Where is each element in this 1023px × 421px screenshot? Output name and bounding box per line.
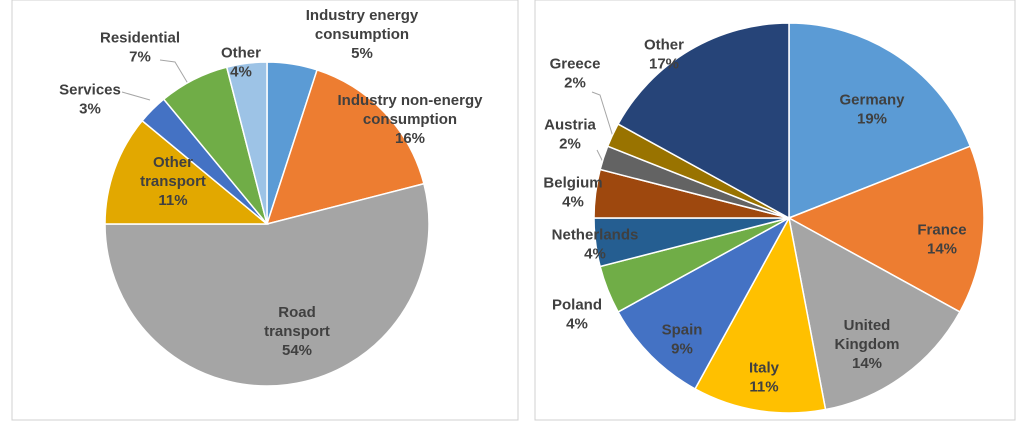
pie-slice — [617, 216, 791, 390]
pie-slice — [787, 145, 985, 313]
slice-value-label: 11% — [749, 378, 778, 395]
slice-label: Other transport — [140, 154, 206, 190]
slice-value-label: 3% — [79, 100, 101, 117]
slice-value-label: 5% — [351, 45, 373, 62]
label-line: Poland — [552, 296, 602, 313]
label-line: consumption — [315, 26, 409, 43]
leader-line — [121, 91, 151, 101]
slice-label: Industry energy consumption — [306, 7, 419, 43]
slice-value-label: 4% — [584, 245, 606, 262]
label-line: Belgium — [543, 174, 602, 191]
slice-label: Road transport — [264, 304, 330, 340]
label-line: France — [917, 221, 966, 238]
slice-label: Spain — [662, 321, 703, 338]
slice-value-label: 2% — [564, 74, 586, 91]
label-line: Other — [153, 154, 193, 171]
pie-slice — [104, 182, 430, 387]
slice-value-label: 16% — [395, 130, 425, 147]
label-line: Greece — [550, 55, 601, 72]
label-line: Road — [278, 304, 316, 321]
slice-label: United Kingdom — [835, 317, 900, 353]
left-frame — [11, 0, 519, 421]
pie-slice — [225, 61, 268, 225]
label-line: Netherlands — [552, 226, 639, 243]
pie-slice — [265, 68, 425, 226]
slice-label: Italy — [749, 359, 780, 376]
slice-label: Residential — [100, 29, 180, 46]
slice-value-label: 4% — [566, 315, 588, 332]
slice-label: Greece — [550, 55, 601, 72]
slice-value-label: 9% — [671, 340, 693, 357]
slice-value-label: 2% — [559, 135, 581, 152]
label-line: Residential — [100, 29, 180, 46]
label-line: Spain — [662, 321, 703, 338]
slice-value-label: 14% — [852, 355, 882, 372]
slice-label: Services — [59, 81, 121, 98]
slice-value-label: 14% — [927, 240, 957, 257]
slice-label: Industry non-energy consumption — [337, 92, 483, 128]
slice-label: Other — [644, 36, 684, 53]
slice-label: Belgium — [543, 174, 602, 191]
pie-slice — [787, 216, 961, 411]
label-line: transport — [140, 173, 206, 190]
slice-value-label: 17% — [649, 55, 679, 72]
right-frame — [534, 0, 1016, 421]
slice-label: Netherlands — [552, 226, 639, 243]
label-line: Austria — [544, 116, 596, 133]
label-line: Other — [644, 36, 684, 53]
slice-value-label: 4% — [562, 193, 584, 210]
slice-label: Other — [221, 44, 261, 61]
slice-label: Germany — [839, 91, 905, 108]
leader-line — [159, 59, 194, 93]
label-line: Services — [59, 81, 121, 98]
label-line: Germany — [839, 91, 905, 108]
slice-value-label: 54% — [282, 342, 312, 359]
label-line: Other — [221, 44, 261, 61]
leader-line — [591, 91, 615, 141]
label-line: Kingdom — [835, 336, 900, 353]
pie-slice — [694, 215, 827, 414]
label-line: consumption — [363, 111, 457, 128]
slice-label: Austria — [544, 116, 596, 133]
label-line: transport — [264, 323, 330, 340]
label-line: Italy — [749, 359, 780, 376]
label-line: United — [844, 317, 891, 334]
label-line: Industry non-energy — [337, 92, 483, 109]
slice-value-label: 11% — [158, 192, 187, 209]
pie-slice — [617, 22, 790, 220]
slice-value-label: 19% — [857, 110, 887, 127]
label-line: Industry energy — [306, 7, 419, 24]
slice-value-label: 7% — [129, 48, 151, 65]
slice-label: Poland — [552, 296, 602, 313]
pie-slice — [788, 22, 972, 220]
pie-slice — [104, 119, 270, 225]
slice-value-label: 4% — [230, 63, 252, 80]
slice-label: France — [917, 221, 966, 238]
